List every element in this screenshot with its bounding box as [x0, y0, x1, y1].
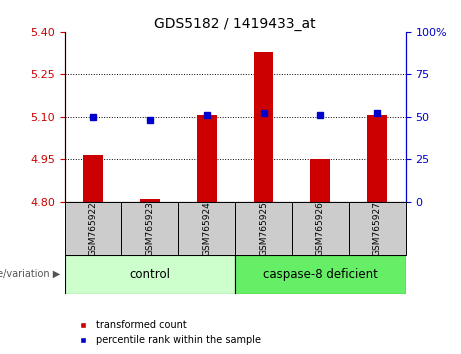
Text: genotype/variation ▶: genotype/variation ▶	[0, 269, 60, 279]
FancyBboxPatch shape	[65, 255, 235, 294]
Bar	[367, 115, 387, 202]
Text: caspase-8 deficient: caspase-8 deficient	[263, 268, 378, 281]
Bar	[310, 159, 331, 202]
Text: GSM765926: GSM765926	[316, 201, 325, 256]
Text: control: control	[130, 268, 170, 281]
Bar	[197, 115, 217, 202]
FancyBboxPatch shape	[121, 202, 178, 255]
FancyBboxPatch shape	[235, 202, 292, 255]
Bar	[140, 199, 160, 202]
Bar	[254, 52, 273, 202]
Legend: transformed count, percentile rank within the sample: transformed count, percentile rank withi…	[70, 316, 265, 349]
Text: GSM765922: GSM765922	[89, 201, 97, 256]
FancyBboxPatch shape	[178, 202, 235, 255]
FancyBboxPatch shape	[235, 255, 406, 294]
Title: GDS5182 / 1419433_at: GDS5182 / 1419433_at	[154, 17, 316, 31]
Text: GSM765924: GSM765924	[202, 201, 211, 256]
FancyBboxPatch shape	[292, 202, 349, 255]
Text: GSM765927: GSM765927	[373, 201, 382, 256]
Text: GSM765923: GSM765923	[145, 201, 154, 256]
FancyBboxPatch shape	[349, 202, 406, 255]
Bar	[83, 155, 103, 202]
Text: GSM765925: GSM765925	[259, 201, 268, 256]
FancyBboxPatch shape	[65, 202, 121, 255]
